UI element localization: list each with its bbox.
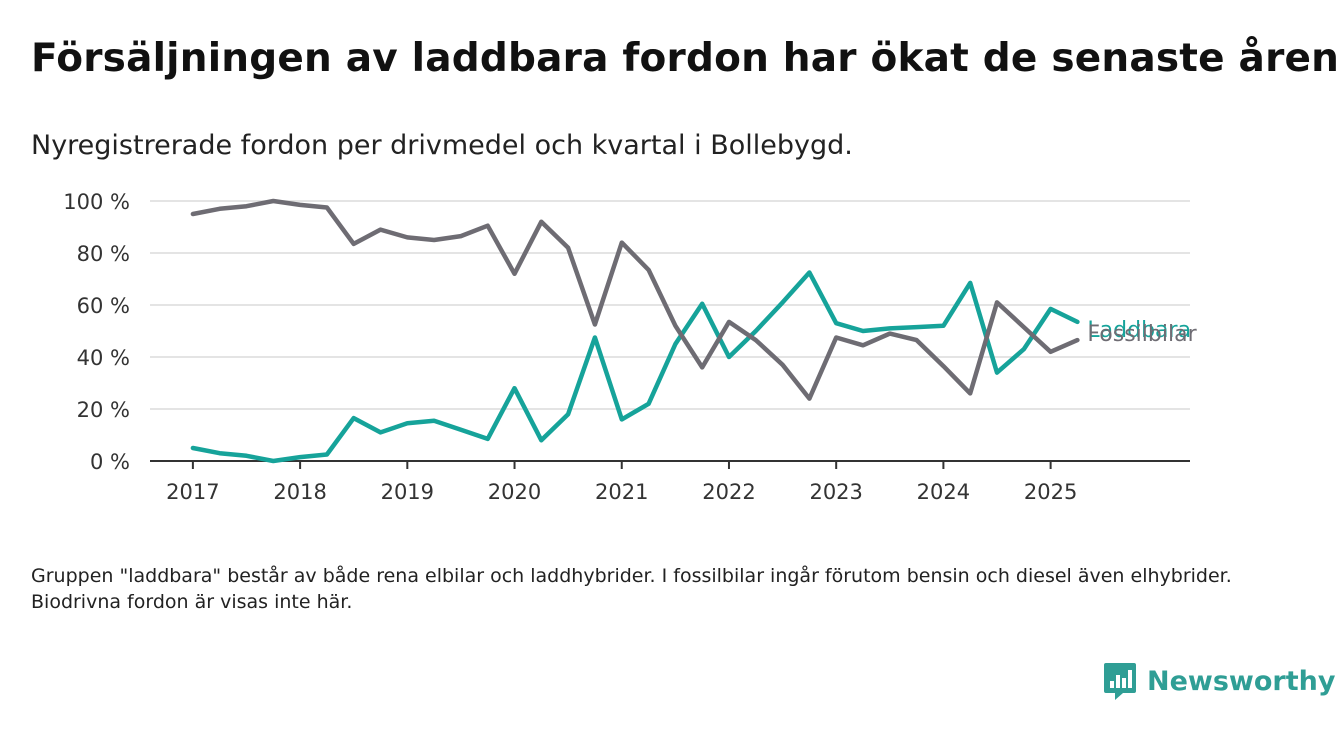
x-tick-label: 2023	[809, 480, 862, 504]
y-tick-label: 20 %	[77, 398, 130, 422]
y-tick-label: 100 %	[63, 190, 130, 214]
line-chart: 0 % 20 % 40 % 60 % 80 % 100 % 2017 2018 2019 2020…	[63, 190, 1197, 504]
series-label-laddbara: Laddbara	[1087, 318, 1191, 343]
x-tick-label: 2024	[917, 480, 970, 504]
series-line-fossilbilar	[190, 198, 1080, 401]
y-tick-label: 40 %	[77, 346, 130, 370]
x-tick-label: 2025	[1024, 480, 1077, 504]
series-label-fossilbilar: Fossilbilar	[1087, 322, 1197, 347]
x-tick-label: 2020	[488, 480, 541, 504]
chart-subtitle: Nyregistrerade fordon per drivmedel och …	[31, 130, 853, 161]
x-tick-label: 2017	[166, 480, 219, 504]
series-line-laddbara	[190, 270, 1080, 464]
chart-title: Försäljningen av laddbara fordon har öka…	[31, 36, 1340, 81]
x-tick-label: 2018	[273, 480, 326, 504]
y-tick-label: 0 %	[90, 450, 130, 474]
x-tick-label: 2019	[381, 480, 434, 504]
newsworthy-logo-icon	[1104, 663, 1136, 700]
x-tick-label: 2021	[595, 480, 648, 504]
y-tick-label: 80 %	[77, 242, 130, 266]
footnote: Gruppen "laddbara" består av både rena e…	[31, 565, 1232, 613]
brand-logo: Newsworthy	[1103, 661, 1335, 701]
y-tick-label: 60 %	[77, 294, 130, 318]
brand-name: Newsworthy	[1147, 665, 1336, 697]
x-tick-label: 2022	[702, 480, 755, 504]
